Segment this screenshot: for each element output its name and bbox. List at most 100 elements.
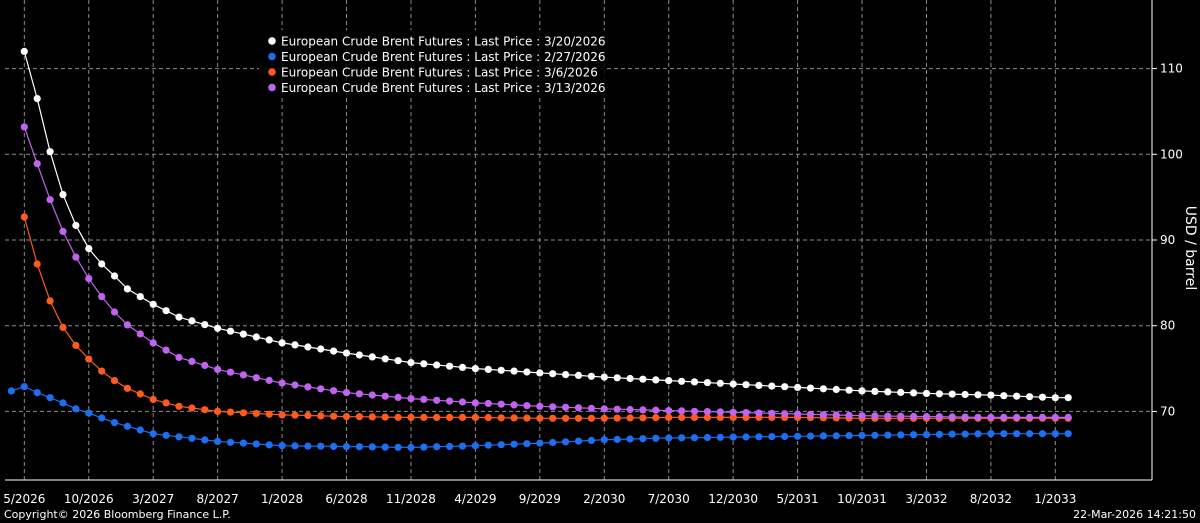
data-point	[755, 433, 763, 441]
data-point	[536, 439, 544, 447]
data-point	[342, 443, 351, 451]
x-tick-label: 8/2032	[970, 492, 1012, 506]
y-tick-label: 100	[1160, 147, 1183, 161]
data-point	[832, 411, 840, 419]
data-point	[806, 410, 815, 418]
data-point	[729, 413, 737, 421]
data-point	[497, 414, 505, 422]
data-point	[85, 245, 93, 253]
data-point	[716, 413, 724, 421]
data-point	[587, 414, 596, 422]
data-point	[304, 343, 312, 351]
data-point	[910, 412, 918, 420]
data-point	[935, 413, 944, 421]
data-point	[214, 407, 222, 415]
data-point	[948, 390, 956, 398]
data-point	[252, 409, 260, 418]
data-point	[974, 391, 982, 399]
data-point	[46, 196, 54, 204]
data-point	[935, 390, 944, 398]
data-point	[420, 395, 428, 403]
axes: 5/2026 10/2026 3/2027 8/2027 1/2028 6/2028 11/…	[3, 0, 1198, 506]
data-point	[523, 440, 531, 448]
data-point	[20, 123, 28, 131]
data-point	[549, 403, 557, 411]
data-point	[381, 355, 389, 363]
data-point	[188, 404, 196, 412]
data-point	[613, 435, 621, 443]
data-point	[110, 377, 119, 385]
data-point	[123, 321, 131, 329]
data-point	[987, 430, 995, 438]
data-point	[587, 436, 596, 444]
data-point	[1013, 430, 1021, 438]
data-point	[265, 376, 273, 384]
data-point	[678, 434, 686, 442]
data-point	[922, 413, 931, 421]
data-point	[665, 434, 673, 442]
series-4	[20, 123, 1072, 421]
data-point	[484, 414, 492, 422]
data-point	[291, 381, 299, 389]
data-point	[742, 409, 750, 417]
data-point	[510, 414, 518, 422]
data-point	[317, 345, 325, 353]
data-point	[407, 443, 415, 451]
data-point	[355, 351, 363, 359]
x-tick-label: 1/2033	[1034, 492, 1076, 506]
data-point	[252, 440, 260, 448]
legend-marker	[268, 83, 276, 92]
data-point	[239, 409, 247, 417]
data-point	[33, 160, 41, 168]
data-point	[794, 410, 802, 418]
data-point	[368, 443, 376, 451]
data-point	[1038, 393, 1047, 401]
data-point	[858, 412, 866, 420]
data-point	[394, 393, 402, 401]
data-point	[1000, 413, 1008, 421]
data-point	[226, 438, 235, 446]
data-point	[98, 414, 106, 422]
data-point	[819, 411, 828, 419]
series-2	[7, 383, 1072, 451]
data-point	[523, 368, 531, 376]
data-point	[98, 293, 106, 301]
data-point	[819, 385, 828, 393]
data-point	[188, 434, 196, 442]
data-point	[678, 413, 686, 421]
data-point	[1000, 392, 1008, 400]
data-point	[523, 414, 531, 422]
legend-marker	[268, 37, 276, 45]
data-point	[600, 414, 608, 422]
data-point	[85, 355, 93, 363]
data-point	[484, 365, 492, 373]
data-point	[1000, 430, 1008, 438]
data-point	[574, 371, 583, 379]
data-point	[613, 405, 621, 413]
data-point	[587, 404, 596, 412]
data-point	[562, 438, 570, 446]
data-point	[59, 227, 67, 235]
data-point	[149, 339, 157, 347]
data-point	[471, 365, 479, 373]
data-point	[484, 399, 492, 408]
data-point	[690, 434, 699, 442]
data-point	[20, 213, 28, 221]
data-point	[729, 380, 737, 388]
data-point	[1064, 413, 1072, 421]
data-point	[574, 404, 583, 412]
data-point	[832, 385, 840, 394]
data-point	[201, 321, 209, 329]
data-point	[20, 383, 28, 391]
y-tick-label: 90	[1160, 233, 1175, 247]
data-point	[149, 300, 157, 308]
data-point	[278, 339, 286, 347]
data-point	[239, 330, 247, 338]
data-point	[549, 438, 557, 447]
data-point	[742, 381, 750, 389]
data-point	[355, 413, 363, 421]
data-point	[626, 414, 634, 422]
data-point	[1051, 413, 1059, 421]
data-point	[123, 422, 131, 430]
data-point	[871, 431, 879, 439]
